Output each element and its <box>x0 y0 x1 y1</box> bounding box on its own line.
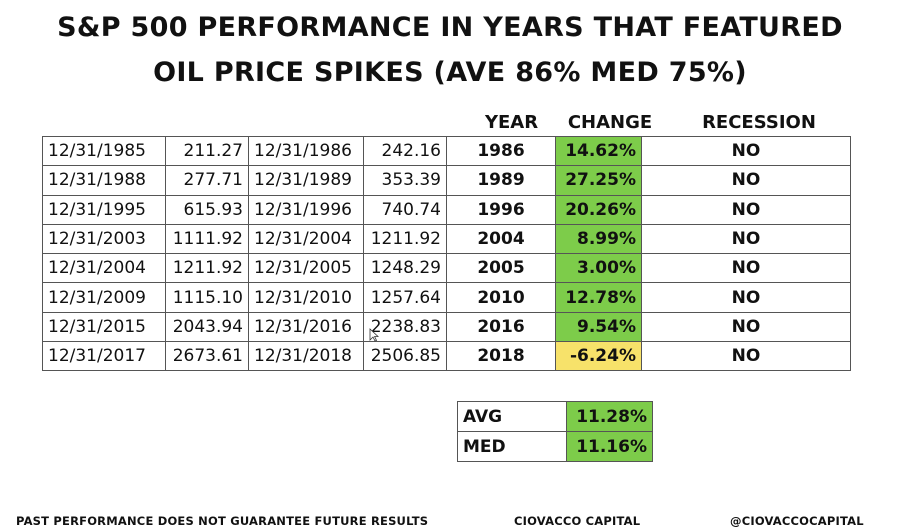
summary-value: 11.28% <box>566 401 653 432</box>
summary-row: AVG 11.28% <box>457 401 653 432</box>
change-cell: 9.54% <box>555 311 642 343</box>
start-date-cell: 12/31/2015 <box>42 311 166 343</box>
change-cell: 12.78% <box>555 282 642 313</box>
end-date-cell: 12/31/1986 <box>248 135 364 167</box>
end-value-cell: 740.74 <box>363 194 447 225</box>
recession-cell: NO <box>641 282 851 313</box>
summary-table: AVG 11.28% MED 11.16% <box>457 401 653 462</box>
recession-cell: NO <box>641 311 851 343</box>
brand-text: CIOVACCO CAPITAL <box>514 514 641 528</box>
table-row: 12/31/2017 2673.61 12/31/2018 2506.85 2018 -6… <box>42 341 851 372</box>
end-date-cell: 12/31/1996 <box>248 194 364 225</box>
year-cell: 1986 <box>446 135 556 167</box>
end-date-cell: 12/31/2018 <box>248 341 364 372</box>
end-value-cell: 1257.64 <box>363 282 447 313</box>
start-value-cell: 2043.94 <box>165 311 249 343</box>
change-cell: 14.62% <box>555 135 642 167</box>
mouse-pointer-icon <box>369 328 379 342</box>
end-value-cell: 242.16 <box>363 135 447 167</box>
year-column-header: YEAR <box>484 112 539 133</box>
table-row: 12/31/1985 211.27 12/31/1986 242.16 1986 14.6… <box>42 135 851 167</box>
year-cell: 2016 <box>446 311 556 343</box>
end-date-cell: 12/31/2010 <box>248 282 364 313</box>
end-value-cell: 1211.92 <box>363 223 447 255</box>
end-date-cell: 12/31/1989 <box>248 165 364 196</box>
recession-column-header: RECESSION <box>702 112 816 133</box>
end-value-cell: 353.39 <box>363 165 447 196</box>
start-value-cell: 1111.92 <box>165 223 249 255</box>
start-value-cell: 1211.92 <box>165 253 249 284</box>
change-cell: 27.25% <box>555 165 642 196</box>
recession-cell: NO <box>641 223 851 255</box>
recession-cell: NO <box>641 194 851 225</box>
table-row: 12/31/2015 2043.94 12/31/2016 2238.83 2016 9.… <box>42 311 851 343</box>
start-date-cell: 12/31/2003 <box>42 223 166 255</box>
end-date-cell: 12/31/2005 <box>248 253 364 284</box>
end-value-cell: 1248.29 <box>363 253 447 284</box>
start-date-cell: 12/31/1995 <box>42 194 166 225</box>
table-row: 12/31/2009 1115.10 12/31/2010 1257.64 2010 12… <box>42 282 851 313</box>
year-cell: 1989 <box>446 165 556 196</box>
change-cell: 8.99% <box>555 223 642 255</box>
summary-row: MED 11.16% <box>457 431 653 462</box>
table-row: 12/31/2004 1211.92 12/31/2005 1248.29 2005 3.… <box>42 253 851 284</box>
year-cell: 2004 <box>446 223 556 255</box>
change-cell: 3.00% <box>555 253 642 284</box>
recession-cell: NO <box>641 341 851 372</box>
start-value-cell: 1115.10 <box>165 282 249 313</box>
end-date-cell: 12/31/2016 <box>248 311 364 343</box>
end-value-cell: 2506.85 <box>363 341 447 372</box>
summary-value: 11.16% <box>566 431 653 462</box>
page-title-line-2: OIL PRICE SPIKES (AVE 86% MED 75%) <box>153 57 747 88</box>
start-date-cell: 12/31/2017 <box>42 341 166 372</box>
performance-table: 12/31/1985 211.27 12/31/1986 242.16 1986 14.6… <box>42 135 851 372</box>
table-row: 12/31/1995 615.93 12/31/1996 740.74 1996 20.2… <box>42 194 851 225</box>
start-value-cell: 2673.61 <box>165 341 249 372</box>
start-value-cell: 211.27 <box>165 135 249 167</box>
change-cell: -6.24% <box>555 341 642 372</box>
year-cell: 2005 <box>446 253 556 284</box>
start-date-cell: 12/31/1988 <box>42 165 166 196</box>
summary-label: AVG <box>457 401 567 432</box>
end-value-cell: 2238.83 <box>363 311 447 343</box>
end-date-cell: 12/31/2004 <box>248 223 364 255</box>
year-cell: 2018 <box>446 341 556 372</box>
handle-text: @CIOVACCOCAPITAL <box>730 514 864 528</box>
disclaimer-text: PAST PERFORMANCE DOES NOT GUARANTEE FUTU… <box>16 514 429 528</box>
start-value-cell: 615.93 <box>165 194 249 225</box>
year-cell: 2010 <box>446 282 556 313</box>
recession-cell: NO <box>641 165 851 196</box>
change-cell: 20.26% <box>555 194 642 225</box>
table-row: 12/31/1988 277.71 12/31/1989 353.39 1989 27.2… <box>42 165 851 196</box>
page-title-line-1: S&P 500 PERFORMANCE IN YEARS THAT FEATUR… <box>57 12 843 43</box>
change-column-header: CHANGE <box>567 112 653 133</box>
table-row: 12/31/2003 1111.92 12/31/2004 1211.92 2004 8.… <box>42 223 851 255</box>
recession-cell: NO <box>641 253 851 284</box>
start-value-cell: 277.71 <box>165 165 249 196</box>
start-date-cell: 12/31/2004 <box>42 253 166 284</box>
year-cell: 1996 <box>446 194 556 225</box>
summary-label: MED <box>457 431 567 462</box>
recession-cell: NO <box>641 135 851 167</box>
start-date-cell: 12/31/2009 <box>42 282 166 313</box>
start-date-cell: 12/31/1985 <box>42 135 166 167</box>
